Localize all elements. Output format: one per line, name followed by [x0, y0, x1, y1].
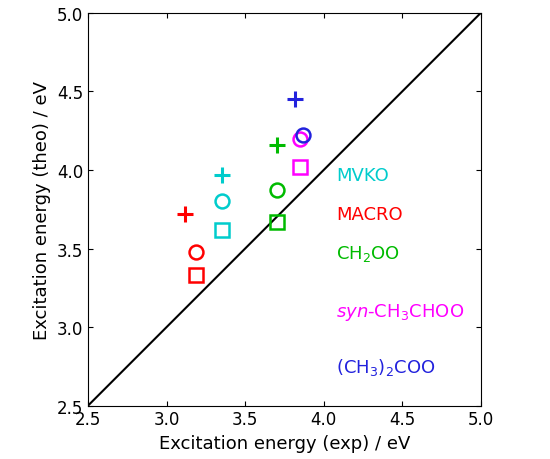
Text: CH$_2$OO: CH$_2$OO — [336, 244, 400, 264]
Text: $\mathit{syn}$-CH$_3$CHOO: $\mathit{syn}$-CH$_3$CHOO — [336, 301, 464, 322]
X-axis label: Excitation energy (exp) / eV: Excitation energy (exp) / eV — [159, 434, 410, 452]
Text: MACRO: MACRO — [336, 206, 403, 224]
Y-axis label: Excitation energy (theo) / eV: Excitation energy (theo) / eV — [33, 81, 51, 339]
Text: MVKO: MVKO — [336, 166, 389, 185]
Text: (CH$_3$)$_2$COO: (CH$_3$)$_2$COO — [336, 356, 436, 377]
